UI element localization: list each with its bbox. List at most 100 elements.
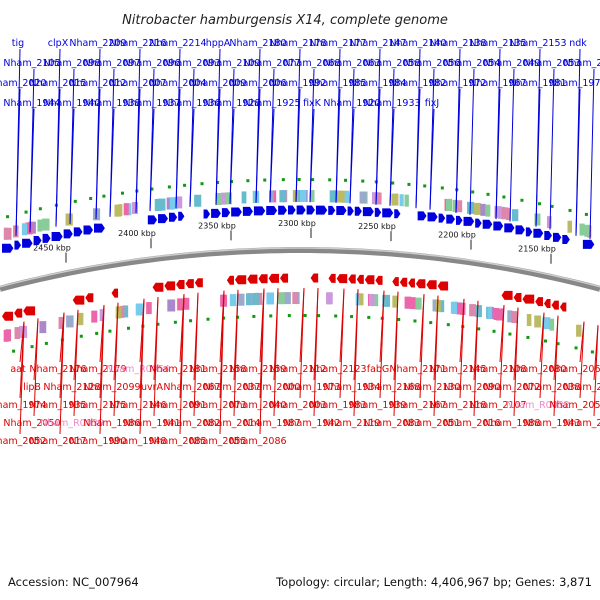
- forward-leader-line: [509, 68, 515, 222]
- reverse-gene-label: Nham_2171: [389, 364, 446, 375]
- category-block: [21, 223, 28, 236]
- marker-dot: [121, 191, 125, 195]
- category-block: [229, 294, 237, 307]
- forward-gene-label: Nham_1936: [163, 98, 220, 109]
- reverse-leader-line: [193, 292, 199, 417]
- forward-gene-arrow: [347, 206, 354, 216]
- marker-dot: [189, 319, 193, 323]
- category-block: [177, 298, 183, 311]
- category-block: [5, 329, 12, 342]
- reverse-gene-label: Nham_2158: [189, 364, 246, 375]
- category-block: [534, 315, 542, 328]
- reverse-gene-arrow: [522, 294, 535, 304]
- reverse-leader-line: [73, 309, 79, 417]
- category-block: [368, 294, 375, 307]
- category-block: [132, 202, 139, 215]
- marker-dot: [502, 195, 506, 199]
- marker-dot: [311, 178, 315, 182]
- reverse-gene-arrow: [543, 298, 551, 308]
- category-block: [99, 309, 105, 322]
- category-block: [25, 222, 33, 235]
- accession-text: Accession: NC_007964: [8, 575, 139, 589]
- forward-gene-arrow: [544, 231, 552, 241]
- reverse-gene-label: Nham_2001: [563, 382, 600, 393]
- reverse-leader-line: [33, 318, 39, 417]
- category-block: [344, 190, 350, 203]
- reverse-gene-arrow: [14, 308, 23, 318]
- forward-gene-label: Nham_2029: [563, 58, 600, 69]
- reverse-gene-arrow: [72, 295, 85, 305]
- forward-gene-arrow: [211, 208, 221, 218]
- category-block: [584, 224, 590, 237]
- forward-gene-arrow: [168, 212, 178, 222]
- reverse-gene-arrow: [258, 274, 268, 284]
- reverse-gene-arrow: [226, 275, 234, 285]
- category-block: [169, 197, 178, 210]
- marker-dot: [471, 190, 475, 194]
- category-block: [438, 300, 445, 313]
- forward-gene-arrow: [382, 208, 394, 218]
- category-block: [549, 318, 555, 331]
- reverse-gene-label: Nham_2118: [429, 400, 486, 411]
- category-block: [299, 190, 307, 202]
- forward-gene-label: Nham_2012: [69, 78, 126, 89]
- reverse-gene-arrow: [280, 273, 289, 283]
- marker-dot: [429, 321, 433, 325]
- category-block: [37, 219, 43, 232]
- reverse-gene-label: Nham_2086: [229, 436, 286, 447]
- category-block: [58, 316, 64, 329]
- reverse-gene-label: Nham_2055: [189, 436, 246, 447]
- reverse-gene-label: Nham_1986: [83, 418, 140, 429]
- forward-leader-line: [375, 88, 381, 205]
- marker-dot: [446, 323, 450, 327]
- category-block: [146, 302, 152, 315]
- reverse-gene-label: Nham_1941: [123, 418, 180, 429]
- category-block: [215, 193, 222, 206]
- forward-leader-line: [95, 88, 101, 220]
- forward-gene-label: Nham_1938: [83, 98, 140, 109]
- forward-gene-label: Nham_2015: [29, 78, 86, 89]
- category-block: [39, 321, 47, 334]
- marker-dot: [492, 329, 496, 333]
- forward-leader-line: [549, 68, 555, 230]
- reverse-gene-arrow: [348, 274, 356, 284]
- category-block: [167, 299, 176, 312]
- forward-gene-arrow: [296, 205, 306, 215]
- reverse-gene-label: aat: [10, 364, 26, 375]
- feature-tracks: [2, 178, 595, 354]
- forward-gene-label: Nham_2049: [483, 58, 540, 69]
- scale-tick-label: 2450 kbp: [33, 244, 71, 253]
- forward-gene-label: Nham_1933: [363, 98, 420, 109]
- category-block: [252, 292, 259, 305]
- forward-gene-label: Nham_2105: [3, 58, 60, 69]
- forward-leader-line: [189, 108, 195, 207]
- forward-gene-arrow: [158, 214, 168, 224]
- map-title: Nitrobacter hamburgensis X14, complete g…: [122, 13, 448, 28]
- marker-dot: [477, 327, 481, 331]
- forward-leader-line: [429, 108, 435, 210]
- forward-gene-label: fixK: [303, 98, 322, 109]
- category-block: [404, 296, 412, 309]
- marker-dot: [287, 314, 291, 318]
- marker-dot: [508, 332, 512, 336]
- reverse-gene-arrow: [426, 280, 437, 290]
- marker-dot: [590, 350, 594, 354]
- category-block: [415, 297, 422, 310]
- category-block: [452, 199, 457, 212]
- marker-dot: [303, 314, 307, 318]
- marker-dot: [73, 199, 77, 203]
- category-block: [487, 306, 492, 319]
- category-block: [183, 297, 190, 310]
- forward-gene-label: Nham_2056: [403, 58, 460, 69]
- category-block: [435, 299, 441, 312]
- category-block: [246, 293, 251, 306]
- forward-gene-arrow: [42, 233, 51, 243]
- reverse-gene-arrow: [392, 277, 399, 287]
- reverse-gene-label: Nham_2085: [149, 436, 206, 447]
- scale-tick-label: 2150 kbp: [518, 245, 556, 254]
- marker-dot: [108, 329, 112, 333]
- marker-dot: [391, 181, 395, 185]
- marker-dot: [206, 317, 210, 321]
- reverse-leader-line: [393, 291, 399, 417]
- reverse-gene-label: Nham_R0032: [506, 400, 570, 411]
